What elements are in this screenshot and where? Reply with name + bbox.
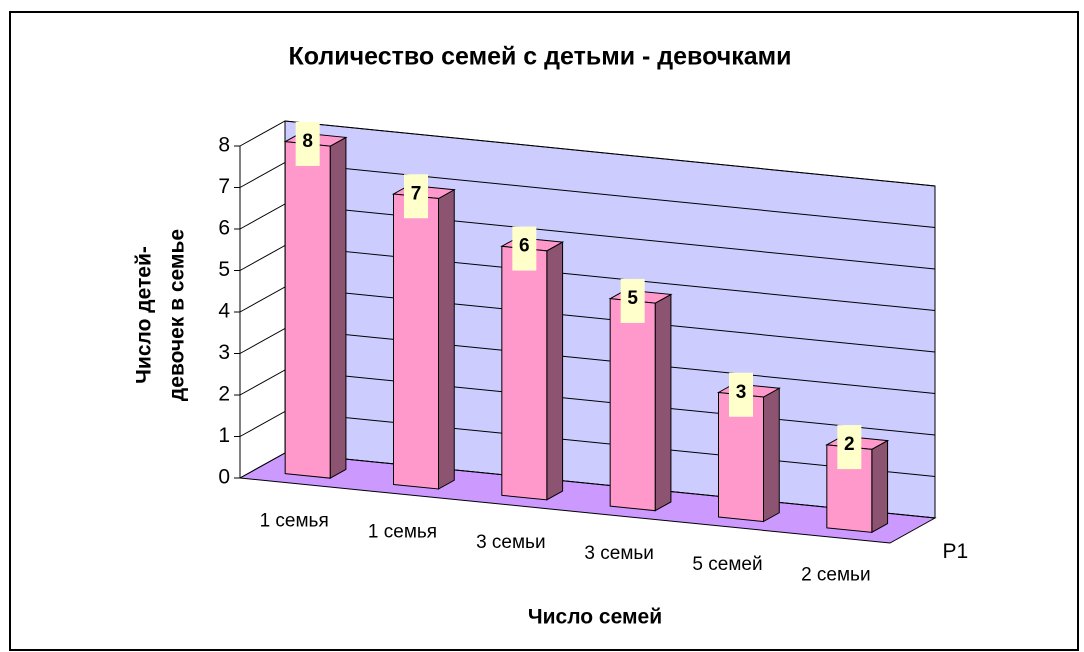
y-axis-label: Число детей- девочек в семье (133, 229, 189, 401)
data-label: 3 (736, 382, 747, 403)
bar (284, 141, 331, 479)
bar (718, 391, 764, 523)
data-label-box (295, 121, 320, 166)
data-label-box (620, 278, 645, 323)
bar-side (871, 439, 889, 534)
depth-axis-label: Р1 (943, 540, 969, 563)
bar-side (438, 188, 455, 490)
bar-side (763, 387, 780, 523)
y-tick-label: 0 (218, 466, 230, 489)
data-label-box (729, 372, 753, 417)
bar (501, 245, 548, 501)
x-tick-label: 1 семья (260, 510, 329, 531)
data-label-box (512, 226, 537, 271)
y-tick-label: 2 (218, 383, 230, 406)
bar (609, 298, 656, 512)
y-axis-label-line: девочек в семье (166, 229, 189, 401)
bar-side (654, 293, 672, 512)
chart-title: Количество семей с детьми - девочками (288, 43, 791, 71)
data-label: 8 (302, 131, 313, 152)
x-tick-label: 1 семья (368, 521, 437, 542)
data-label-box (404, 174, 428, 219)
data-label: 2 (844, 434, 855, 455)
y-tick-label: 6 (218, 217, 230, 240)
x-tick-label: 3 семьи (584, 543, 654, 564)
bar (393, 193, 439, 490)
x-tick-label: 2 семьи (801, 565, 871, 586)
y-tick-label: 3 (218, 341, 230, 364)
data-label: 5 (627, 288, 638, 309)
y-axis-label-line: Число детей- (133, 246, 156, 384)
bar-side (546, 241, 564, 501)
x-tick-label: 5 семей (692, 554, 762, 575)
bar-side (329, 136, 347, 480)
y-tick-label: 1 (218, 424, 230, 447)
x-axis-label: Число семей (528, 606, 662, 629)
y-tick-label: 8 (218, 134, 230, 157)
x-tick-label: 3 семьи (476, 532, 546, 553)
grid-line (239, 120, 936, 187)
y-tick-label: 7 (218, 175, 230, 198)
data-label-box (837, 425, 862, 470)
y-tick-label: 4 (218, 300, 230, 323)
data-label: 7 (411, 183, 422, 204)
y-tick-label: 5 (218, 258, 230, 281)
data-label: 6 (519, 236, 530, 257)
